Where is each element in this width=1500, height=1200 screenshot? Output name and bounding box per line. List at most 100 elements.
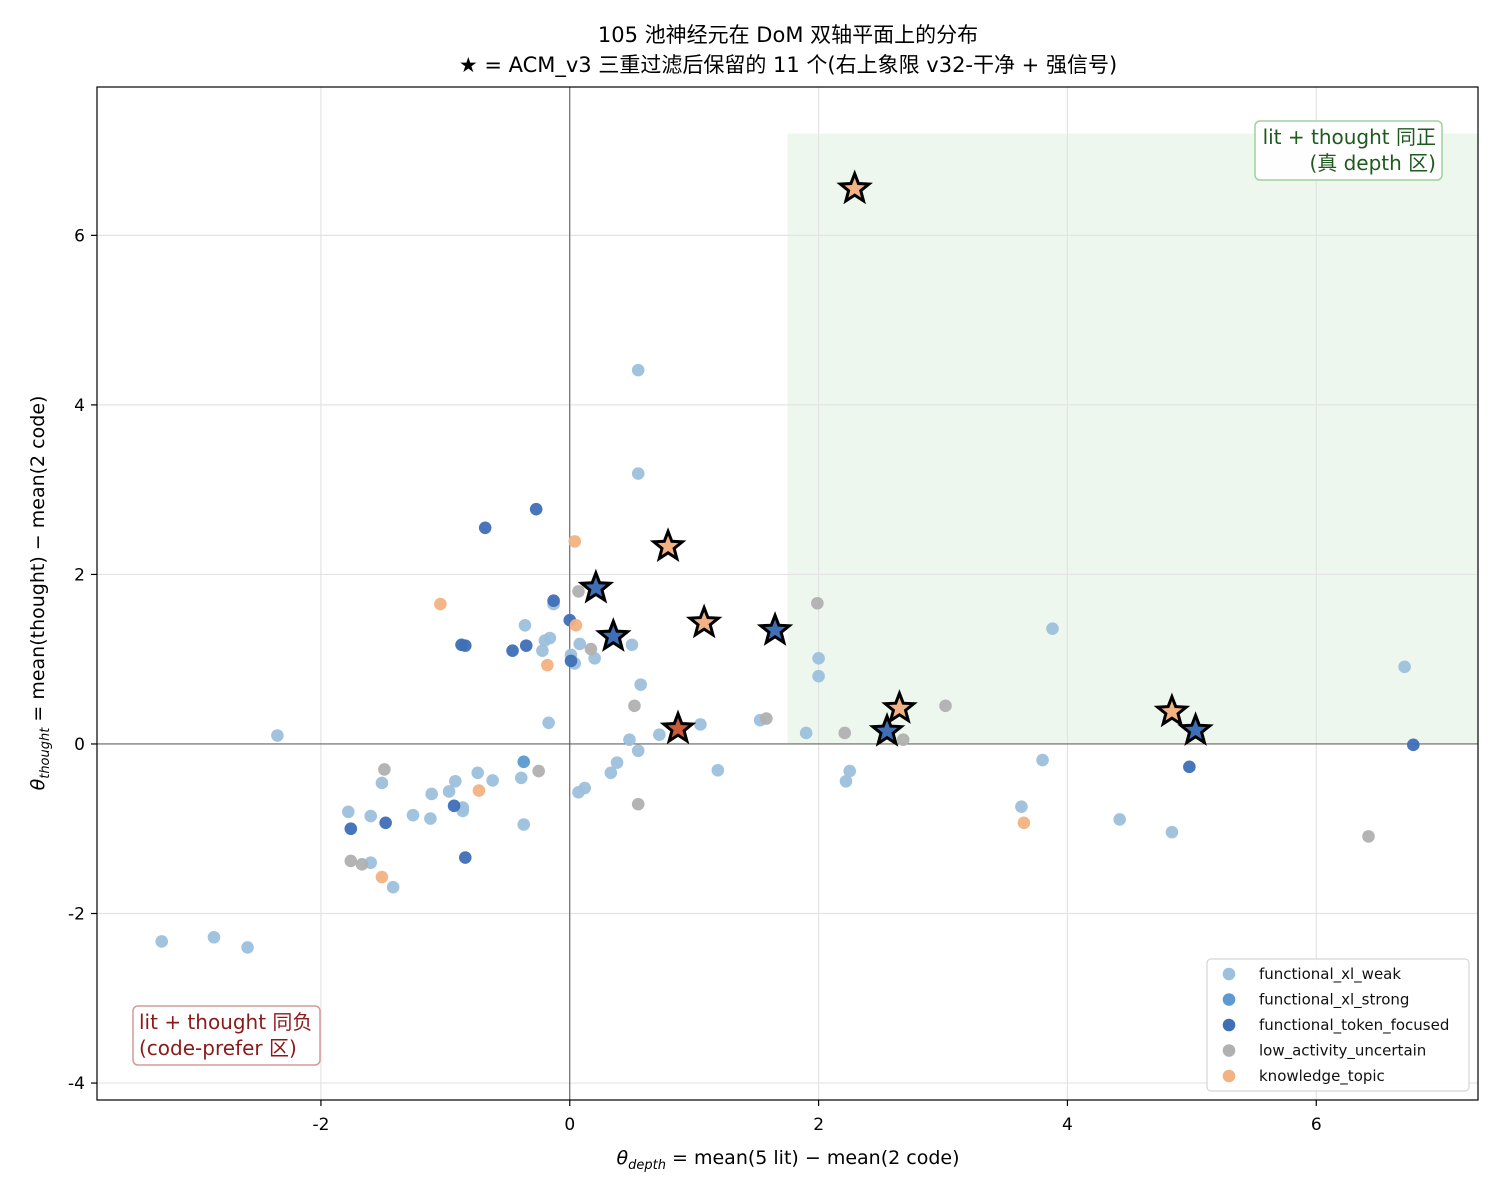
point-low_activity_uncertain-8 bbox=[760, 712, 773, 725]
legend: functional_xl_weak functional_xl_strongfu… bbox=[1206, 958, 1470, 1092]
y-tick-label: 2 bbox=[74, 565, 85, 585]
star-marker-0 bbox=[836, 169, 873, 205]
points-layer bbox=[155, 363, 1420, 954]
x-axis-label-symbol: θ bbox=[617, 1147, 629, 1169]
point-functional_xl_weak-51 bbox=[271, 729, 284, 742]
point-functional_xl_weak-22 bbox=[799, 726, 813, 740]
point-functional_xl_weak-18 bbox=[610, 756, 624, 769]
star-marker-10 bbox=[1177, 711, 1214, 746]
point-functional_xl_weak-20 bbox=[711, 763, 725, 777]
point-knowledge_topic-5 bbox=[375, 870, 389, 884]
star-marker-1 bbox=[649, 527, 687, 562]
legend-label-low_activity_uncertain: low_activity_uncertain bbox=[1259, 1042, 1426, 1061]
point-functional_xl_weak-14 bbox=[694, 718, 707, 731]
star-marker-4 bbox=[756, 611, 794, 646]
y-ticks: -4 -2 0 2 4 6 bbox=[68, 226, 97, 1094]
point-functional_xl_weak-45 bbox=[375, 776, 389, 790]
point-functional_token_focused-9 bbox=[447, 799, 461, 813]
point-functional_xl_weak-31 bbox=[1165, 825, 1179, 839]
point-functional_xl_strong-0 bbox=[517, 755, 531, 769]
annotation-lower-line-1: lit + thought 同负 bbox=[139, 1010, 312, 1034]
plot-frame bbox=[96, 86, 1479, 1101]
y-tick-label: -4 bbox=[68, 1074, 85, 1094]
x-axis-label: θdepth = mean(5 lit) − mean(2 code) bbox=[617, 1147, 960, 1173]
legend-marker-low_activity_uncertain bbox=[1222, 1044, 1236, 1057]
point-functional_xl_weak-49 bbox=[386, 880, 400, 894]
point-functional_xl_weak-53 bbox=[207, 930, 221, 944]
y-tick-label: 6 bbox=[74, 226, 85, 246]
point-low_activity_uncertain-0 bbox=[572, 585, 585, 598]
point-low_activity_uncertain-2 bbox=[628, 699, 641, 713]
y-tick-label: 4 bbox=[74, 396, 85, 416]
star-marker-3 bbox=[685, 603, 723, 639]
point-functional_xl_weak-38 bbox=[449, 774, 462, 788]
point-functional_xl_weak-6 bbox=[573, 637, 587, 651]
legend-box bbox=[1206, 958, 1470, 1092]
point-functional_xl_weak-37 bbox=[471, 766, 485, 780]
point-functional_xl_weak-1 bbox=[631, 467, 645, 480]
legend-label-knowledge_topic: knowledge_topic bbox=[1259, 1067, 1385, 1086]
point-low_activity_uncertain-1 bbox=[584, 642, 598, 656]
point-functional_xl_weak-0 bbox=[631, 363, 645, 377]
annotation-upper-right: lit + thought 同正 (真 depth 区) bbox=[1254, 120, 1443, 181]
point-knowledge_topic-4 bbox=[472, 784, 486, 797]
point-functional_xl_weak-12 bbox=[634, 678, 647, 691]
point-functional_xl_weak-15 bbox=[653, 728, 666, 741]
x-tick-label: -2 bbox=[312, 1115, 329, 1135]
legend-label-functional_xl_weak: functional_xl_weak bbox=[1259, 965, 1401, 984]
point-functional_xl_weak-8 bbox=[536, 644, 549, 658]
point-functional_token_focused-10 bbox=[344, 822, 358, 836]
point-low_activity_uncertain-7 bbox=[355, 858, 369, 871]
point-functional_token_focused-12 bbox=[458, 851, 472, 864]
point-low_activity_uncertain-3 bbox=[631, 797, 645, 811]
point-functional_xl_weak-54 bbox=[241, 941, 254, 954]
point-knowledge_topic-2 bbox=[569, 618, 583, 632]
y-axis-label: θthought = mean(thought) − mean(2 code) bbox=[27, 396, 53, 791]
point-functional_xl_weak-19 bbox=[604, 766, 618, 780]
point-functional_token_focused-8 bbox=[564, 654, 578, 668]
point-knowledge_topic-1 bbox=[434, 597, 447, 611]
annotation-upper-box bbox=[1254, 120, 1443, 181]
point-functional_xl_weak-29 bbox=[1015, 800, 1028, 813]
point-low_activity_uncertain-6 bbox=[344, 854, 358, 868]
x-axis-label-text: = mean(5 lit) − mean(2 code) bbox=[666, 1147, 960, 1169]
point-knowledge_topic-6 bbox=[1017, 816, 1031, 830]
point-functional_xl_weak-44 bbox=[406, 808, 420, 822]
x-tick-label: 6 bbox=[1311, 1115, 1322, 1135]
point-functional_xl_weak-3 bbox=[518, 618, 532, 632]
point-functional_token_focused-6 bbox=[519, 639, 533, 652]
point-functional_xl_weak-24 bbox=[812, 669, 825, 683]
star-marker-9 bbox=[1153, 692, 1191, 728]
point-functional_xl_weak-28 bbox=[1036, 753, 1049, 767]
annotation-lower-left: lit + thought 同负 (code-prefer 区) bbox=[132, 1005, 321, 1066]
point-functional_token_focused-0 bbox=[529, 502, 543, 516]
point-functional_xl_weak-43 bbox=[424, 812, 437, 825]
point-low_activity_uncertain-12 bbox=[939, 699, 952, 713]
point-functional_token_focused-11 bbox=[379, 816, 392, 830]
annotation-lower-box bbox=[132, 1005, 321, 1066]
point-functional_token_focused-14 bbox=[1407, 738, 1420, 752]
y-axis-label-symbol: θ bbox=[27, 778, 49, 790]
point-functional_xl_weak-25 bbox=[843, 764, 857, 778]
point-knowledge_topic-3 bbox=[541, 658, 554, 672]
point-knowledge_topic-0 bbox=[568, 535, 582, 548]
star-marker-7 bbox=[881, 689, 918, 724]
zero-lines-layer bbox=[97, 87, 1478, 1100]
annotation-upper-line-1: lit + thought 同正 bbox=[1263, 125, 1436, 149]
x-tick-label: 0 bbox=[564, 1115, 575, 1135]
shaded-region-true-depth bbox=[787, 133, 1478, 744]
point-functional_xl_weak-36 bbox=[486, 774, 499, 787]
point-functional_token_focused-5 bbox=[458, 639, 472, 652]
annotation-upper-line-2: (真 depth 区) bbox=[1309, 151, 1436, 175]
point-functional_xl_weak-27 bbox=[1046, 622, 1059, 635]
point-functional_xl_weak-5 bbox=[543, 631, 557, 645]
shaded-region-layer bbox=[787, 133, 1478, 744]
point-low_activity_uncertain-4 bbox=[532, 764, 545, 778]
star-marker-6 bbox=[659, 709, 697, 745]
star-marker-2 bbox=[577, 568, 615, 604]
legend-marker-functional_token_focused bbox=[1222, 1018, 1236, 1032]
point-functional_xl_weak-13 bbox=[542, 716, 555, 730]
point-functional_xl_weak-34 bbox=[572, 785, 585, 799]
point-functional_xl_weak-17 bbox=[631, 744, 645, 758]
stars-layer bbox=[577, 169, 1214, 747]
